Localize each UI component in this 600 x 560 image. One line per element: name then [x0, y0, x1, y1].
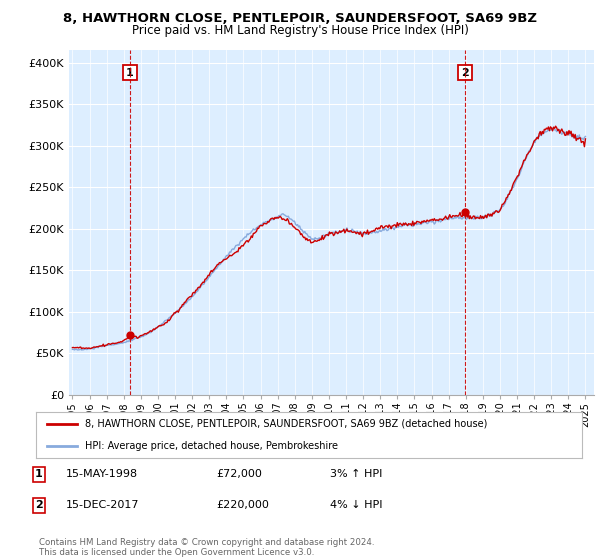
Text: 15-MAY-1998: 15-MAY-1998	[66, 469, 138, 479]
Text: 8, HAWTHORN CLOSE, PENTLEPOIR, SAUNDERSFOOT, SA69 9BZ (detached house): 8, HAWTHORN CLOSE, PENTLEPOIR, SAUNDERSF…	[85, 418, 488, 428]
Text: 4% ↓ HPI: 4% ↓ HPI	[330, 500, 383, 510]
Text: Contains HM Land Registry data © Crown copyright and database right 2024.
This d: Contains HM Land Registry data © Crown c…	[39, 538, 374, 557]
Text: HPI: Average price, detached house, Pembrokeshire: HPI: Average price, detached house, Pemb…	[85, 441, 338, 451]
Text: 2: 2	[461, 68, 469, 78]
Text: 15-DEC-2017: 15-DEC-2017	[66, 500, 139, 510]
Text: £220,000: £220,000	[216, 500, 269, 510]
Text: 1: 1	[126, 68, 134, 78]
Text: 3% ↑ HPI: 3% ↑ HPI	[330, 469, 382, 479]
Text: Price paid vs. HM Land Registry's House Price Index (HPI): Price paid vs. HM Land Registry's House …	[131, 24, 469, 37]
Text: £72,000: £72,000	[216, 469, 262, 479]
Text: 1: 1	[35, 469, 43, 479]
Text: 8, HAWTHORN CLOSE, PENTLEPOIR, SAUNDERSFOOT, SA69 9BZ: 8, HAWTHORN CLOSE, PENTLEPOIR, SAUNDERSF…	[63, 12, 537, 25]
Text: 2: 2	[35, 500, 43, 510]
